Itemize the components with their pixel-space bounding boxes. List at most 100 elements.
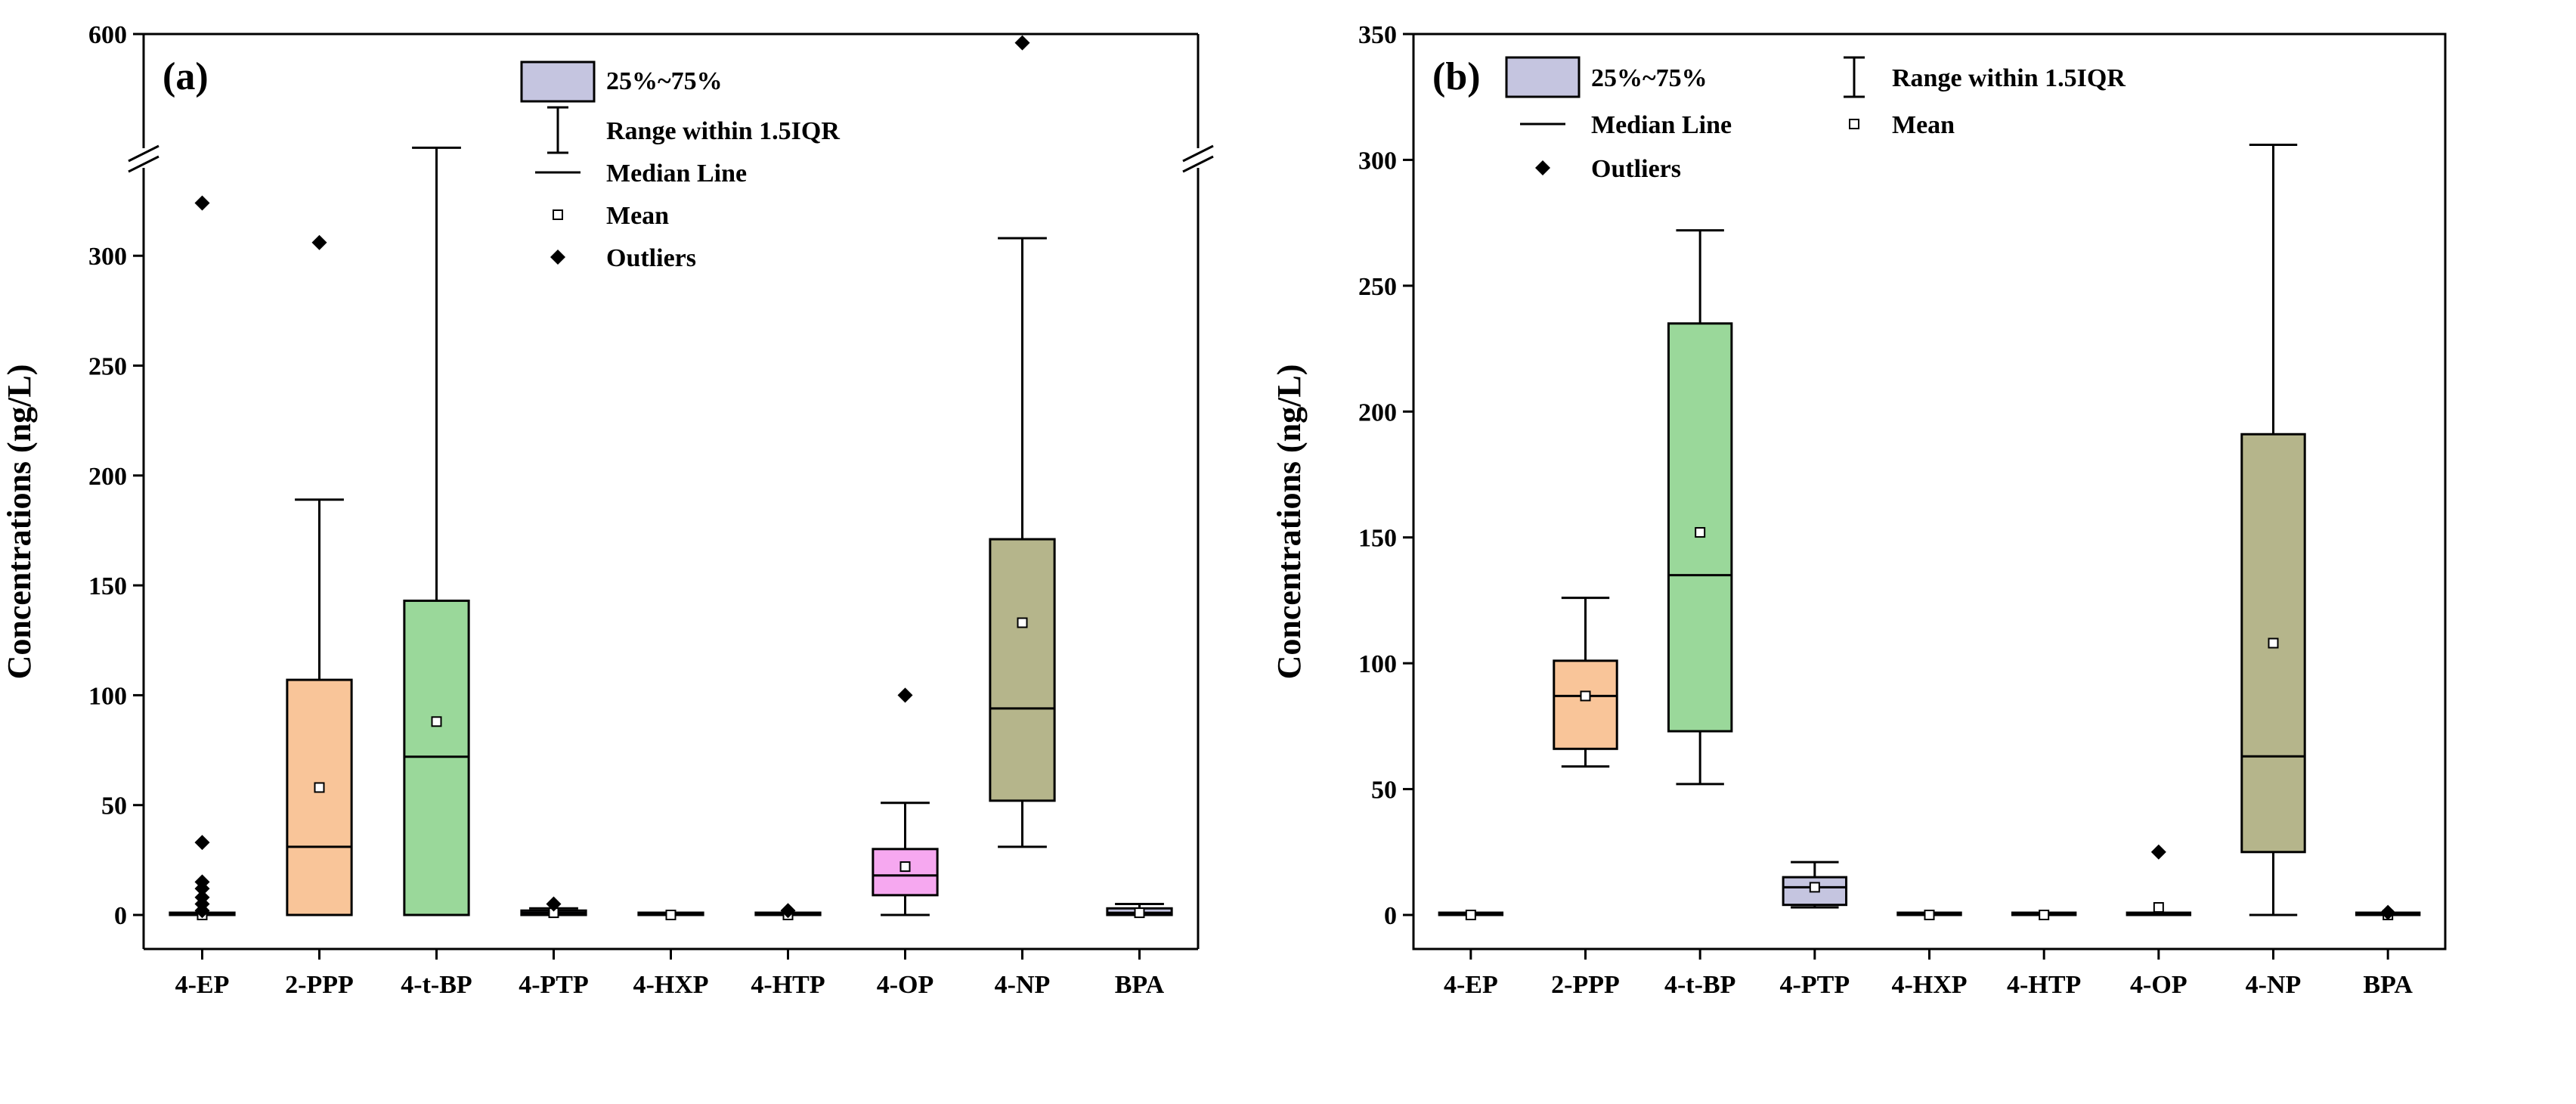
y-tick-label: 50	[1371, 777, 1397, 805]
outlier-point	[897, 687, 913, 703]
y-tick-label: 200	[1358, 398, 1397, 426]
box-iqr	[286, 678, 353, 916]
box-4-t-BP: 4-t-BP	[401, 146, 472, 999]
y-tick-label: 150	[88, 572, 127, 600]
x-tick-label: 4-PTP	[519, 971, 589, 999]
x-tick-label: 4-HXP	[633, 971, 708, 999]
box-4-NP: 4-NP	[989, 35, 1056, 999]
y-tick-label: 300	[88, 243, 127, 271]
x-tick-label: BPA	[2363, 971, 2413, 999]
box-2-PPP: 2-PPP	[285, 234, 354, 999]
y-axis-label: Concentrations (ng/L)	[1271, 364, 1308, 680]
x-tick-label: BPA	[1115, 971, 1165, 999]
legend-outlier-swatch	[550, 250, 565, 265]
axis-break-mark	[128, 155, 159, 173]
y-tick-label: 300	[1358, 147, 1397, 175]
legend: 25%~75% Range within 1.5IQR Median Line Mea…	[1505, 56, 2126, 183]
mean-marker	[431, 716, 442, 727]
chart-panel-b: 0 50 100 150 200 250 300 350 Concentrations (ng/…	[1271, 21, 2447, 999]
box-4-OP: 4-OP	[872, 687, 939, 999]
y-tick-label: 100	[1358, 650, 1397, 678]
box-4-EP: 4-EP	[1438, 910, 1504, 999]
axis-break-mark	[128, 144, 159, 163]
x-tick-label: 4-HXP	[1891, 971, 1967, 999]
y-tick-label: 600	[88, 21, 127, 49]
legend-outliers-label: Outliers	[606, 244, 696, 272]
outlier-point	[194, 835, 210, 851]
mean-marker	[665, 910, 677, 920]
outlier-point	[194, 889, 210, 905]
x-tick-label: 2-PPP	[1551, 971, 1620, 999]
outlier-point	[194, 195, 210, 211]
outlier-point	[546, 896, 562, 912]
legend-box-swatch	[1505, 56, 1581, 98]
legend-outlier-swatch	[1535, 160, 1550, 175]
chart-panel-a: 0 50 100 150 200 250 300 600 Concentrations (ng/…	[1, 21, 1214, 999]
x-tick-label: 4-OP	[2130, 971, 2187, 999]
outlier-point	[1014, 35, 1030, 51]
box-4-EP: 4-EP	[169, 195, 236, 999]
box-2-PPP: 2-PPP	[1551, 597, 1620, 999]
panel-label: (b)	[1432, 55, 1481, 98]
x-tick-label: 4-EP	[1444, 971, 1498, 999]
mean-marker	[1580, 690, 1591, 702]
mean-marker	[1134, 907, 1145, 919]
x-tick-label: 4-t-BP	[1664, 971, 1735, 999]
box-4-HXP: 4-HXP	[1891, 910, 1968, 999]
y-tick-label: 0	[114, 902, 127, 930]
box-BPA: BPA	[2355, 904, 2421, 999]
legend-mean-label: Mean	[1892, 111, 1955, 139]
mean-marker	[314, 782, 325, 793]
panel-label: (a)	[163, 55, 209, 98]
box-iqr	[989, 538, 1056, 802]
legend-mean-swatch	[553, 209, 563, 220]
y-tick-label: 100	[88, 682, 127, 710]
mean-marker	[2039, 910, 2050, 920]
legend-outliers-label: Outliers	[1591, 155, 1681, 183]
outlier-point	[311, 234, 327, 250]
box-iqr	[872, 848, 939, 897]
y-tick-label: 0	[1384, 902, 1397, 930]
mean-marker	[1017, 617, 1028, 628]
legend-range-label: Range within 1.5IQR	[1892, 64, 2126, 92]
box-4-t-BP: 4-t-BP	[1664, 229, 1735, 999]
mean-marker	[2268, 637, 2279, 649]
mean-marker	[1465, 910, 1476, 920]
mean-marker	[2153, 902, 2164, 913]
legend-range-label: Range within 1.5IQR	[606, 117, 840, 145]
mean-marker	[1924, 910, 1935, 920]
x-tick-label: 4-EP	[175, 971, 230, 999]
outlier-point	[780, 903, 796, 919]
outlier-point	[2380, 904, 2396, 920]
box-4-HTP: 4-HTP	[751, 903, 825, 999]
x-tick-label: 4-NP	[2246, 971, 2302, 999]
y-tick-label: 200	[88, 463, 127, 491]
y-tick-label: 150	[1358, 525, 1397, 553]
y-axis-label: Concentrations (ng/L)	[1, 364, 38, 680]
x-tick-label: 4-HTP	[751, 971, 825, 999]
legend-box-swatch	[520, 60, 596, 103]
box-4-NP: 4-NP	[2240, 143, 2306, 999]
axis-break-mark	[1182, 155, 1214, 173]
box-iqr	[1553, 659, 1618, 750]
box-4-HXP: 4-HXP	[633, 910, 709, 999]
legend: 25%~75% Range within 1.5IQR Median Line Mea…	[520, 60, 840, 272]
x-tick-label: 4-NP	[995, 971, 1051, 999]
x-tick-label: 4-OP	[877, 971, 934, 999]
legend-median-label: Median Line	[606, 160, 747, 188]
box-4-PTP: 4-PTP	[519, 896, 589, 999]
box-4-PTP: 4-PTP	[1780, 861, 1850, 999]
y-tick-label: 250	[1358, 273, 1397, 301]
y-tick-label: 50	[101, 792, 127, 820]
mean-marker	[1695, 527, 1706, 538]
legend-box-label: 25%~75%	[606, 67, 723, 95]
box-4-HTP: 4-HTP	[2007, 910, 2081, 999]
x-tick-label: 4-t-BP	[401, 971, 472, 999]
legend-box-label: 25%~75%	[1591, 64, 1708, 92]
y-tick-label: 250	[88, 353, 127, 381]
box-4-OP: 4-OP	[2126, 844, 2192, 999]
mean-marker	[899, 861, 911, 873]
outlier-point	[194, 874, 210, 890]
x-tick-label: 4-PTP	[1780, 971, 1850, 999]
